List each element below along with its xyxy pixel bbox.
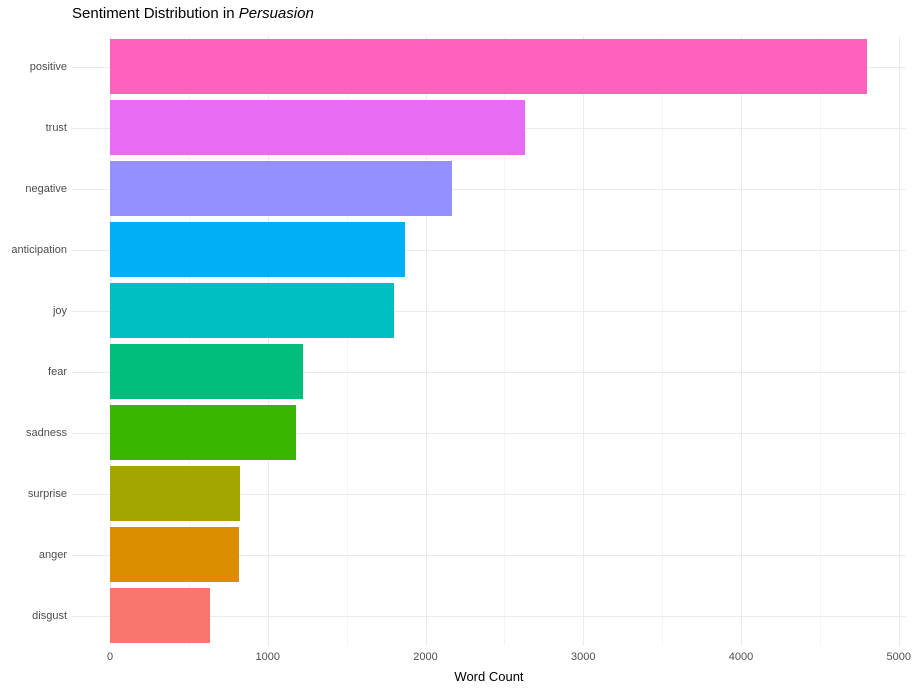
- bar-positive: [110, 39, 868, 94]
- y-label-fear: fear: [48, 365, 67, 378]
- gridline-minor-1500: [346, 36, 348, 646]
- x-tick-0: 0: [106, 651, 114, 663]
- bar-anger: [110, 527, 239, 582]
- x-axis-title: Word Count: [454, 669, 524, 684]
- gridline-minor-3500: [662, 36, 664, 646]
- gridline-major-4000: [741, 36, 743, 646]
- gridline-major-3000: [583, 36, 585, 646]
- y-label-negative: negative: [25, 182, 67, 195]
- y-label-joy: joy: [52, 304, 67, 317]
- chart-title: Sentiment Distribution in Persuasion: [72, 4, 314, 23]
- y-label-trust: trust: [45, 121, 67, 134]
- gridline-major-5000: [898, 36, 900, 646]
- x-tick-4000: 4000: [728, 651, 754, 663]
- gridline-major-2000: [425, 36, 427, 646]
- chart-title-book-name: Persuasion: [238, 5, 314, 22]
- x-tick-5000: 5000: [886, 651, 912, 663]
- y-label-surprise: surprise: [27, 487, 67, 500]
- y-label-disgust: disgust: [32, 609, 67, 622]
- bar-fear: [110, 344, 304, 399]
- gridline-row-joy: [72, 310, 906, 312]
- gridline-row-sadness: [72, 432, 906, 434]
- gridline-row-negative: [72, 188, 906, 190]
- y-label-positive: positive: [29, 60, 67, 73]
- bar-trust: [110, 100, 525, 155]
- gridline-row-anticipation: [72, 249, 906, 251]
- bar-sadness: [110, 405, 297, 460]
- bar-disgust: [110, 588, 211, 643]
- gridline-minor-500: [188, 36, 190, 646]
- x-tick-2000: 2000: [413, 651, 438, 663]
- gridline-minor-2500: [504, 36, 506, 646]
- x-tick-1000: 1000: [255, 651, 280, 663]
- y-label-sadness: sadness: [26, 426, 67, 439]
- gridline-row-disgust: [72, 615, 906, 617]
- bar-negative: [110, 161, 453, 216]
- chart-title-text: Sentiment Distribution in: [72, 5, 239, 22]
- plot-panel: [72, 36, 906, 646]
- bar-joy: [110, 283, 394, 338]
- gridline-major-1000: [267, 36, 269, 646]
- y-label-anger: anger: [38, 548, 67, 561]
- x-tick-3000: 3000: [571, 651, 596, 663]
- gridline-row-anger: [72, 554, 906, 556]
- y-label-anticipation: anticipation: [11, 243, 67, 256]
- gridline-row-surprise: [72, 493, 906, 495]
- gridline-minor-4500: [819, 36, 821, 646]
- gridline-row-fear: [72, 371, 906, 373]
- bar-anticipation: [110, 222, 405, 277]
- gridline-major-0: [110, 36, 111, 646]
- bar-surprise: [110, 466, 241, 521]
